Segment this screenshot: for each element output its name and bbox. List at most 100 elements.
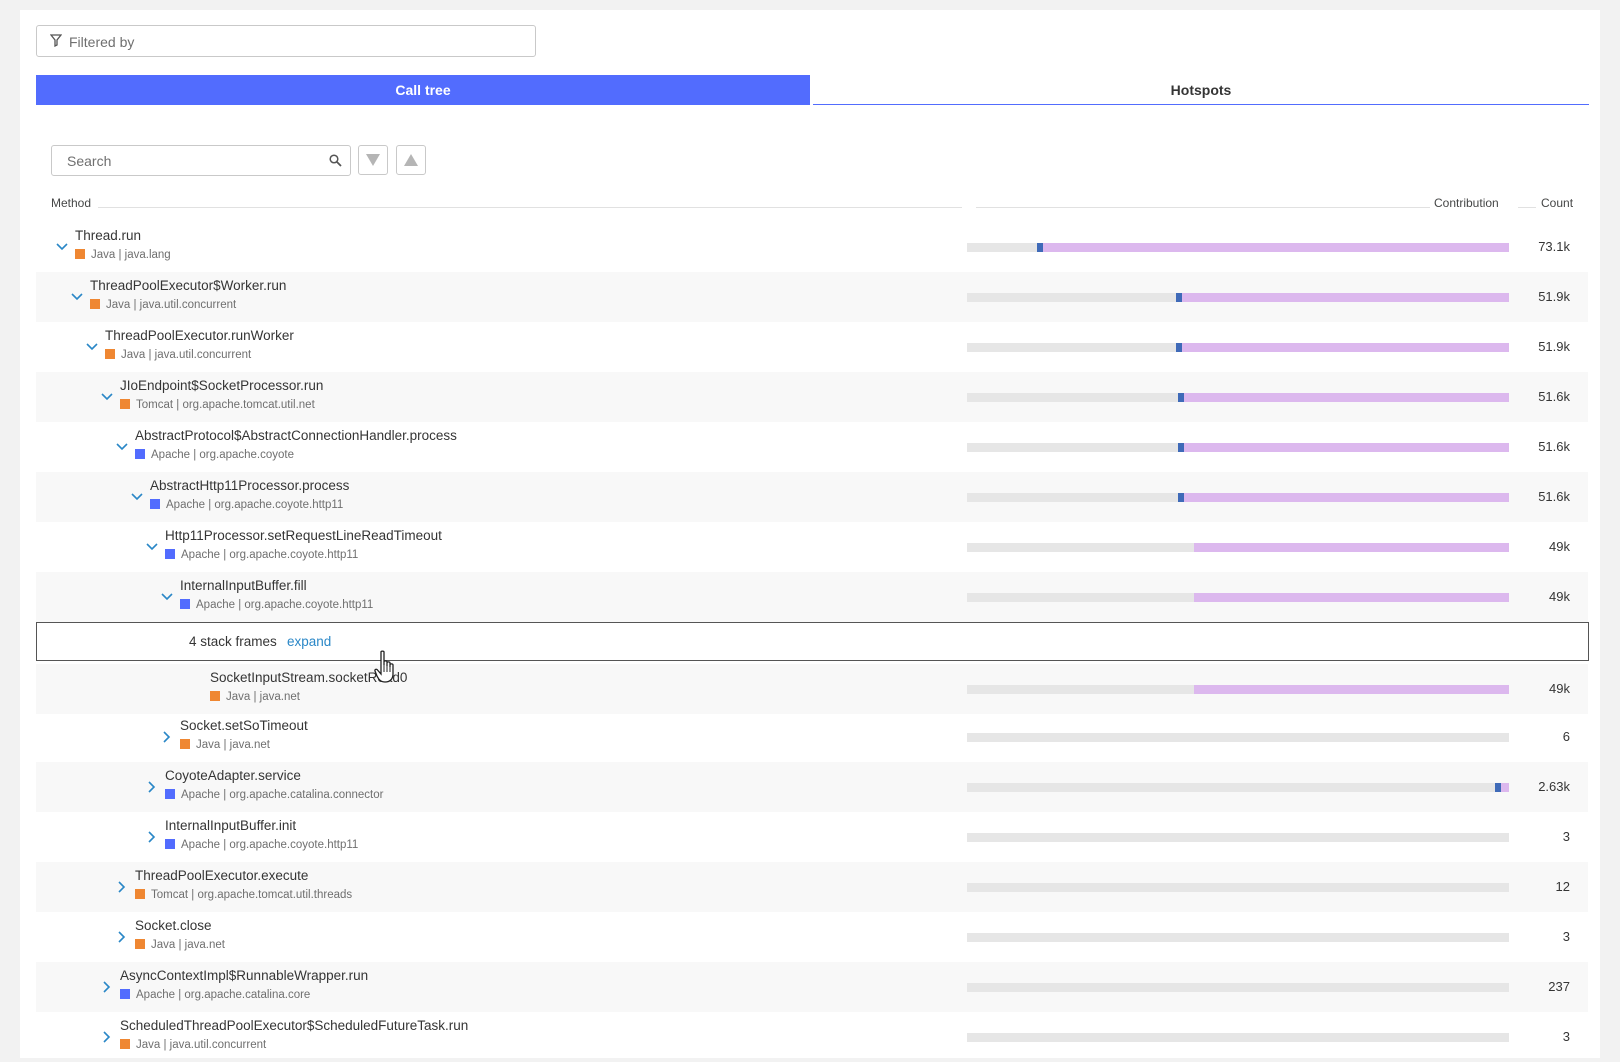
technology-square-icon (165, 839, 175, 849)
technology-square-icon (165, 789, 175, 799)
tree-row[interactable]: Http11Processor.setRequestLineReadTimeou… (36, 522, 1588, 572)
count-value: 49k (1549, 539, 1570, 554)
column-header-method: Method (51, 196, 92, 210)
method-name: ThreadPoolExecutor.runWorker (105, 328, 294, 343)
contribution-bar (967, 933, 1509, 942)
contribution-bar (967, 833, 1509, 842)
contribution-bar (967, 685, 1509, 694)
expand-link[interactable]: expand (287, 634, 332, 649)
contribution-fill (1178, 443, 1509, 452)
tree-row[interactable]: ScheduledThreadPoolExecutor$ScheduledFut… (36, 1012, 1588, 1062)
chevron-down-icon[interactable] (100, 390, 114, 404)
tree-row[interactable]: CoyoteAdapter.service Apache | org.apache… (36, 762, 1588, 812)
technology-label: Java | java.lang (75, 249, 171, 261)
self-time-marker (1178, 443, 1185, 452)
technology-square-icon (135, 939, 145, 949)
chevron-right-icon[interactable] (100, 980, 114, 994)
tree-row[interactable]: Thread.run Java | java.lang 73.1k (36, 222, 1588, 272)
count-value: 51.6k (1538, 489, 1570, 504)
technology-square-icon (150, 499, 160, 509)
technology-label: Tomcat | org.apache.tomcat.util.threads (135, 889, 352, 901)
header-divider (98, 207, 962, 208)
self-time-marker (1178, 493, 1185, 502)
chevron-right-icon[interactable] (115, 930, 129, 944)
tree-row[interactable]: InternalInputBuffer.fill Apache | org.apa… (36, 572, 1588, 622)
tab-call-tree[interactable]: Call tree (36, 75, 810, 105)
technology-square-icon (120, 399, 130, 409)
column-header-contribution: Contribution (1434, 196, 1499, 210)
technology-text: Java | java.util.concurrent (136, 1039, 267, 1051)
triangle-down-icon (366, 154, 380, 166)
technology-text: Apache | org.apache.catalina.core (136, 989, 311, 1001)
tree-row[interactable]: AbstractHttp11Processor.process Apache | … (36, 472, 1588, 522)
technology-label: Java | java.net (210, 691, 300, 703)
search-placeholder: Search (67, 153, 112, 169)
technology-square-icon (210, 691, 220, 701)
technology-text: Apache | org.apache.coyote (151, 449, 295, 461)
chevron-right-icon[interactable] (160, 730, 174, 744)
contribution-bar (967, 443, 1509, 452)
technology-text: Apache | org.apache.coyote.http11 (181, 839, 359, 851)
technology-square-icon (180, 599, 190, 609)
count-value: 49k (1549, 681, 1570, 696)
filter-icon (50, 34, 62, 47)
self-time-marker (1495, 783, 1502, 792)
contribution-fill (1176, 343, 1509, 352)
contribution-bar (967, 783, 1509, 792)
contribution-fill (1193, 685, 1509, 694)
technology-square-icon (165, 549, 175, 559)
header-divider (1518, 207, 1536, 208)
tree-row[interactable]: SocketInputStream.socketRead0 Java | java… (36, 664, 1588, 714)
self-time-marker (1178, 393, 1185, 402)
tree-row[interactable]: AsyncContextImpl$RunnableWrapper.run Apac… (36, 962, 1588, 1012)
chevron-down-icon[interactable] (70, 290, 84, 304)
count-value: 3 (1562, 929, 1570, 944)
filter-placeholder: Filtered by (69, 34, 135, 50)
count-value: 3 (1562, 1029, 1570, 1044)
contribution-fill (1037, 243, 1509, 252)
method-name: Socket.close (135, 918, 212, 933)
previous-match-button[interactable] (396, 145, 426, 175)
chevron-right-icon[interactable] (100, 1030, 114, 1044)
tree-row[interactable]: Socket.setSoTimeout Java | java.net 6 (36, 712, 1588, 762)
technology-label: Java | java.util.concurrent (120, 1039, 266, 1051)
tree-row[interactable]: InternalInputBuffer.init Apache | org.apa… (36, 812, 1588, 862)
filter-input[interactable]: Filtered by (36, 25, 536, 57)
count-value: 6 (1562, 729, 1570, 744)
technology-text: Java | java.net (196, 739, 270, 751)
next-match-button[interactable] (358, 145, 388, 175)
header-divider (976, 207, 1430, 208)
collapsed-stack-frames[interactable]: 4 stack frames expand (36, 622, 1589, 661)
chevron-down-icon[interactable] (115, 440, 129, 454)
tree-row[interactable]: AbstractProtocol$AbstractConnectionHandl… (36, 422, 1588, 472)
count-value: 49k (1549, 589, 1570, 604)
method-name: AsyncContextImpl$RunnableWrapper.run (120, 968, 369, 983)
technology-label: Apache | org.apache.coyote.http11 (180, 599, 373, 611)
technology-text: Apache | org.apache.catalina.connector (181, 789, 384, 801)
chevron-down-icon[interactable] (160, 590, 174, 604)
technology-text: Java | java.util.concurrent (121, 349, 252, 361)
method-name: ScheduledThreadPoolExecutor$ScheduledFut… (120, 1018, 469, 1033)
tree-row[interactable]: ThreadPoolExecutor.execute Tomcat | org.a… (36, 862, 1588, 912)
tab-hotspots[interactable]: Hotspots (813, 75, 1589, 105)
method-name: ThreadPoolExecutor$Worker.run (90, 278, 287, 293)
tree-row[interactable]: JIoEndpoint$SocketProcessor.run Tomcat | … (36, 372, 1588, 422)
technology-text: Tomcat | org.apache.tomcat.util.threads (151, 889, 353, 901)
tree-row[interactable]: ThreadPoolExecutor$Worker.run Java | java… (36, 272, 1588, 322)
search-input[interactable]: Search (51, 145, 351, 176)
chevron-down-icon[interactable] (145, 540, 159, 554)
count-value: 51.9k (1538, 339, 1570, 354)
chevron-down-icon[interactable] (130, 490, 144, 504)
tree-row[interactable]: Socket.close Java | java.net 3 (36, 912, 1588, 962)
chevron-right-icon[interactable] (115, 880, 129, 894)
chevron-right-icon[interactable] (145, 830, 159, 844)
count-value: 237 (1548, 979, 1570, 994)
tree-row[interactable]: ThreadPoolExecutor.runWorker Java | java.… (36, 322, 1588, 372)
chevron-right-icon[interactable] (145, 780, 159, 794)
chevron-down-icon[interactable] (85, 340, 99, 354)
technology-label: Java | java.net (135, 939, 225, 951)
technology-label: Apache | org.apache.coyote.http11 (165, 549, 358, 561)
method-name: AbstractHttp11Processor.process (150, 478, 350, 493)
technology-square-icon (90, 299, 100, 309)
chevron-down-icon[interactable] (55, 240, 69, 254)
